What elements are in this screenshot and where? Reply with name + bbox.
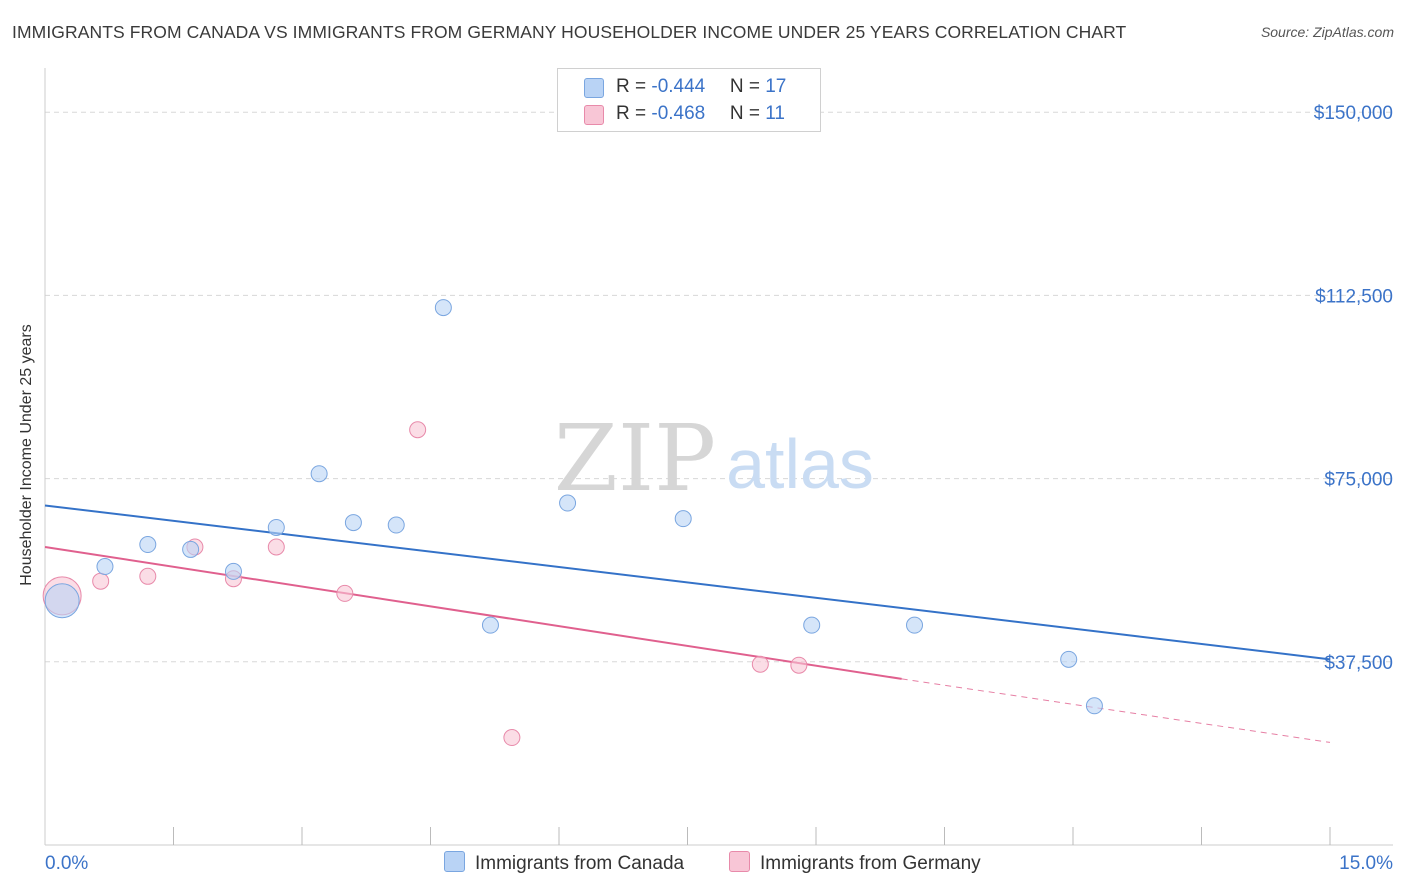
y-axis-label: Householder Income Under 25 years — [18, 324, 35, 586]
bottom-legend-canada-swatch — [444, 851, 465, 872]
point-canada — [803, 616, 821, 634]
point-canada — [96, 558, 114, 576]
bottom-legend-germany-label: Immigrants from Germany — [760, 853, 981, 874]
legend-germany-r-label: R = — [616, 103, 652, 124]
legend-canada-swatch — [584, 78, 604, 98]
legend-canada-n-label: N = — [729, 76, 766, 97]
x-tick-label-min: 0.0% — [45, 853, 88, 874]
x-tick-label-max: 15.0% — [1339, 853, 1393, 874]
bottom-legend-canada: Immigrants from Canada — [444, 851, 684, 877]
watermark-zip: ZIP — [554, 405, 716, 512]
legend: R = -0.444 N = 17 R = -0.468 N = 11 — [557, 68, 821, 132]
point-germany — [503, 729, 521, 747]
point-germany — [139, 567, 157, 585]
bottom-legend-germany: Immigrants from Germany — [729, 851, 981, 877]
trend-line-canada — [44, 504, 1331, 661]
bottom-legend-canada-label: Immigrants from Canada — [475, 853, 685, 874]
legend-canada-r-value: -0.444 — [651, 76, 706, 97]
legend-canada-r-label: R = — [616, 76, 652, 97]
trend-line-germany — [44, 546, 902, 680]
legend-germany-r-value: -0.468 — [651, 103, 706, 124]
point-canada — [267, 518, 285, 536]
legend-germany-n-label: N = — [729, 103, 766, 124]
axes — [44, 68, 1393, 846]
tick-labels: $37,500 $75,000 $112,500 $150,000 0.0% 15.0% — [45, 103, 1393, 874]
point-germany — [790, 656, 808, 674]
legend-canada-n-value: 17 — [765, 76, 787, 97]
legend-canada-row: R = -0.444 N = 17 — [616, 76, 786, 100]
chart-title: IMMIGRANTS FROM CANADA VS IMMIGRANTS FRO… — [12, 22, 1127, 42]
legend-germany-swatch — [584, 105, 604, 125]
point-canada — [182, 540, 200, 558]
y-tick-label: $37,500 — [1324, 653, 1393, 674]
point-canada — [559, 494, 577, 512]
point-germany — [267, 538, 285, 556]
point-germany — [409, 421, 427, 439]
y-tick-label: $75,000 — [1324, 470, 1393, 491]
y-tick-label: $112,500 — [1315, 286, 1393, 307]
point-canada — [44, 583, 80, 619]
watermark: ZIP atlas — [554, 405, 874, 512]
point-germany — [751, 655, 769, 673]
y-tick-label: $150,000 — [1314, 103, 1393, 124]
watermark-atlas: atlas — [726, 425, 874, 503]
bottom-legend-germany-swatch — [729, 851, 750, 872]
trend-lines — [44, 504, 1331, 743]
source-label: Source: ZipAtlas.com — [1260, 24, 1394, 40]
point-germany — [336, 584, 354, 602]
point-canada — [906, 616, 924, 634]
trend-line-germany-extrapolated — [901, 678, 1331, 743]
point-canada — [224, 562, 242, 580]
point-canada — [310, 465, 328, 483]
point-canada — [481, 616, 499, 634]
point-germany — [92, 572, 110, 590]
point-canada — [139, 536, 157, 554]
legend-germany-row: R = -0.468 N = 11 — [616, 103, 785, 127]
point-canada — [434, 299, 452, 317]
point-canada — [344, 514, 362, 532]
data-points — [42, 299, 1103, 747]
point-canada — [387, 516, 405, 534]
point-canada — [1085, 697, 1103, 715]
grid-lines — [45, 111, 1393, 663]
legend-germany-n-value: 11 — [765, 103, 785, 124]
point-canada — [674, 510, 692, 528]
point-canada — [1060, 650, 1078, 668]
